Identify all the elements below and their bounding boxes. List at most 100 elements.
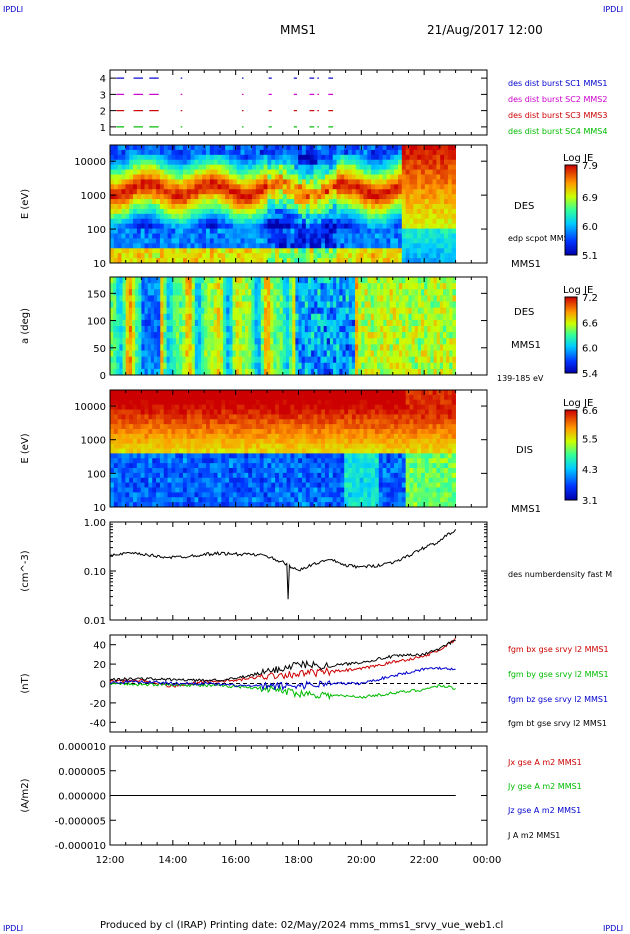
spectrogram-cell-1 xyxy=(117,208,122,215)
spectrogram-cell-2 xyxy=(182,362,186,370)
spectrogram-cell-1 xyxy=(348,194,353,200)
spectrogram-cell-1 xyxy=(198,253,203,259)
spectrogram-cell-1 xyxy=(259,218,264,225)
spectrogram-cell-3 xyxy=(113,458,119,464)
spectrogram-cell-1 xyxy=(325,204,330,210)
spectrogram-cell-1 xyxy=(267,199,272,205)
spectrogram-cell-2 xyxy=(339,295,343,302)
spectrogram-cell-2 xyxy=(213,289,218,296)
spectrogram-cell-1 xyxy=(202,189,207,195)
spectrogram-cell-1 xyxy=(286,159,291,166)
spectrogram-cell-3 xyxy=(175,419,180,425)
spectrogram-cell-1 xyxy=(152,164,157,170)
spectrogram-cell-2 xyxy=(364,313,369,321)
spectrogram-cell-1 xyxy=(351,243,357,249)
spectrogram-cell-1 xyxy=(390,228,395,234)
spectrogram-cell-1 xyxy=(163,194,168,200)
spectrogram-cell-2 xyxy=(267,356,271,364)
spectrogram-cell-3 xyxy=(217,409,222,415)
spectrogram-cell-2 xyxy=(361,289,365,296)
spectrogram-cell-1 xyxy=(209,213,215,220)
spectrogram-cell-1 xyxy=(363,238,368,244)
spectrogram-cell-2 xyxy=(326,326,331,333)
spectrogram-cell-1 xyxy=(367,194,372,200)
spectrogram-cell-2 xyxy=(238,326,243,333)
spectrogram-cell-1 xyxy=(413,179,418,185)
spectrogram-cell-3 xyxy=(221,487,226,493)
spectrogram-cell-2 xyxy=(135,301,139,309)
spectrogram-cell-3 xyxy=(229,438,234,445)
spectrogram-cell-2 xyxy=(361,277,365,284)
spectrogram-cell-3 xyxy=(113,463,119,469)
spectrogram-cell-2 xyxy=(245,295,249,302)
spectrogram-cell-1 xyxy=(378,159,384,166)
spectrogram-cell-2 xyxy=(421,338,425,345)
spectrogram-cell-2 xyxy=(421,326,425,333)
spectrogram-cell-1 xyxy=(371,184,376,190)
spectrogram-cell-1 xyxy=(152,145,157,151)
spectrogram-cell-2 xyxy=(182,326,186,333)
spectrogram-cell-2 xyxy=(405,319,409,327)
spectrogram-cell-2 xyxy=(380,326,384,333)
spectrogram-cell-1 xyxy=(394,243,399,249)
spectrogram-cell-2 xyxy=(446,368,450,376)
spectrogram-cell-1 xyxy=(305,248,311,254)
spectrogram-cell-2 xyxy=(449,289,453,296)
spectrogram-cell-2 xyxy=(355,350,359,358)
spectrogram-cell-2 xyxy=(402,338,406,345)
spectrogram-cell-2 xyxy=(257,277,262,284)
spectrogram-cell-2 xyxy=(157,319,161,327)
spectrogram-cell-2 xyxy=(329,368,334,376)
spectrogram-cell-1 xyxy=(313,174,318,180)
spectrogram-cell-1 xyxy=(451,154,456,161)
spectrogram-cell-2 xyxy=(430,368,434,376)
spectrogram-cell-2 xyxy=(235,319,240,327)
spectrogram-cell-2 xyxy=(373,338,378,345)
spectrogram-cell-1 xyxy=(133,179,138,185)
spectrogram-cell-1 xyxy=(301,208,307,215)
spectrogram-cell-1 xyxy=(440,169,445,175)
spectrogram-cell-2 xyxy=(436,283,441,290)
spectrogram-cell-2 xyxy=(216,332,221,339)
spectrogram-cell-1 xyxy=(325,159,330,166)
spectrogram-cell-1 xyxy=(217,199,222,205)
spectrogram-cell-2 xyxy=(235,283,240,290)
spectrogram-cell-2 xyxy=(160,319,164,327)
spectrogram-cell-1 xyxy=(363,159,368,166)
spectrogram-cell-1 xyxy=(263,174,268,180)
spectrogram-cell-1 xyxy=(190,159,195,166)
spectrogram-cell-3 xyxy=(202,497,207,503)
spectrogram-cell-1 xyxy=(225,258,230,264)
spectrogram-cell-2 xyxy=(191,332,196,339)
spectrogram-cell-2 xyxy=(452,289,456,296)
spectrogram-cell-2 xyxy=(113,356,117,364)
spectrogram-cell-1 xyxy=(328,223,334,229)
spectrogram-cell-1 xyxy=(386,145,391,151)
spectrogram-cell-2 xyxy=(389,307,394,315)
spectrogram-cell-2 xyxy=(439,356,444,364)
spectrogram-cell-3 xyxy=(171,419,176,425)
spectrogram-cell-2 xyxy=(219,319,224,327)
spectrogram-cell-3 xyxy=(217,468,222,474)
spectrogram-cell-2 xyxy=(238,356,243,364)
spectrogram-cell-3 xyxy=(225,419,230,425)
spectrogram-cell-2 xyxy=(188,332,193,339)
spectrogram-cell-2 xyxy=(323,344,328,351)
spectrogram-cell-2 xyxy=(383,368,387,376)
spectrogram-cell-2 xyxy=(320,344,325,351)
spectrogram-cell-1 xyxy=(221,218,226,225)
spectrogram-cell-1 xyxy=(278,169,284,175)
spectrogram-cell-1 xyxy=(194,213,199,220)
spectrogram-cell-2 xyxy=(402,301,406,309)
spectrogram-cell-2 xyxy=(370,350,375,358)
spectrogram-cell-1 xyxy=(390,199,395,205)
spectrogram-cell-2 xyxy=(185,356,189,364)
spectrogram-cell-2 xyxy=(336,368,340,376)
spectrogram-cell-2 xyxy=(336,338,340,345)
spectrogram-cell-2 xyxy=(417,277,422,284)
spectrogram-cell-1 xyxy=(451,213,456,220)
spectrogram-cell-2 xyxy=(449,344,453,351)
spectrogram-cell-1 xyxy=(305,194,311,200)
spectrogram-cell-1 xyxy=(305,164,311,170)
spectrogram-cell-3 xyxy=(198,429,203,435)
